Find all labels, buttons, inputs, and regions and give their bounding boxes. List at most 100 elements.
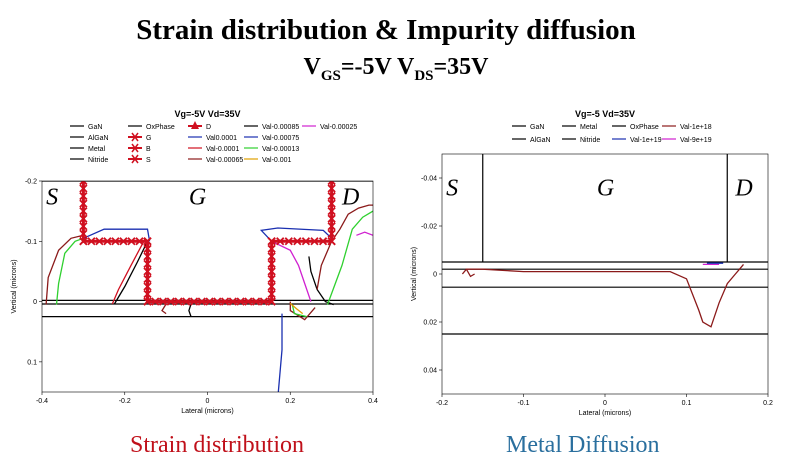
series-Val-1e+18 xyxy=(461,263,744,328)
electrode-marker xyxy=(79,214,88,223)
series-Val0.0001 xyxy=(83,228,151,242)
legend-label: AlGaN xyxy=(88,135,109,142)
electrode-marker xyxy=(310,237,319,246)
legend-label: B xyxy=(146,146,151,153)
electrode-marker xyxy=(143,289,152,299)
electrode-marker xyxy=(79,229,88,238)
x-tick-label: 0.2 xyxy=(285,398,295,405)
legend-entry: Val-0.0001 xyxy=(188,146,239,153)
electrode-marker xyxy=(158,297,168,306)
series-Val-0.0001 xyxy=(111,237,146,305)
y-tick-label: 0 xyxy=(33,299,37,306)
legend-label: Metal xyxy=(580,124,598,131)
electrode-marker xyxy=(79,222,88,231)
region-label-d: D xyxy=(734,176,752,202)
electrode-marker xyxy=(174,297,183,306)
series-Val-0.00065 xyxy=(45,234,84,305)
x-tick-label: 0.1 xyxy=(682,400,692,407)
electrode-marker xyxy=(327,229,336,238)
bias-eq2: =35V xyxy=(433,54,489,80)
slide-title: Strain distribution & Impurity diffusion xyxy=(136,14,636,46)
legend-marker xyxy=(131,154,139,164)
electrode-marker xyxy=(276,237,285,246)
x-tick-label: -0.2 xyxy=(436,400,448,407)
electrode-marker xyxy=(103,237,112,246)
legend-entry: S xyxy=(128,154,151,164)
plot-title: Vg=-5V Vd=35V xyxy=(174,109,240,119)
series-Val-1e+18 xyxy=(465,268,475,278)
electrode-marker xyxy=(267,297,276,306)
bias-gs: GS xyxy=(320,67,341,84)
series-Val-0.00065 xyxy=(289,301,316,321)
electrode-marker xyxy=(259,297,269,306)
legend-entry: Val-0.00025 xyxy=(302,124,357,131)
legend-label: S xyxy=(146,157,151,164)
y-tick-label: 0.1 xyxy=(27,359,37,366)
electrode-marker xyxy=(189,297,199,306)
x-tick-label: -0.2 xyxy=(119,398,131,405)
electrode-marker xyxy=(267,267,276,276)
electrode-marker xyxy=(95,237,104,246)
electrode-marker xyxy=(327,214,336,223)
electrode-marker xyxy=(327,181,336,186)
electrode-marker xyxy=(79,237,88,246)
legend-label: G xyxy=(146,135,151,142)
series-Val-0.00013 xyxy=(55,237,84,305)
legend-label: Val-0.00013 xyxy=(262,146,299,153)
legend-label: D xyxy=(206,124,211,131)
legend-entry: Val-0.00065 xyxy=(188,157,243,164)
y-tick-label: -0.04 xyxy=(421,176,437,183)
legend-entry: Nitride xyxy=(70,157,108,164)
electrode-marker xyxy=(318,237,328,246)
legend-entry: B xyxy=(128,143,151,153)
electrode-marker xyxy=(166,297,175,306)
plot-title: Vg=-5 Vd=35V xyxy=(575,109,635,119)
bias-condition: VGS=-5V VDS=35V xyxy=(0,54,796,85)
electrode-marker xyxy=(267,282,276,291)
legend-entry: Val-9e+19 xyxy=(662,137,712,144)
electrode-marker xyxy=(327,237,336,246)
legend-entry: Metal xyxy=(70,146,106,153)
electrode-marker xyxy=(267,252,276,261)
series-Val-0.00085 xyxy=(188,303,192,317)
legend-entry: AlGaN xyxy=(512,137,551,144)
electrode-marker xyxy=(197,297,206,306)
bias-eq1: =-5V V xyxy=(340,54,415,80)
electrode-marker xyxy=(143,267,152,276)
series-Val-0.00025 xyxy=(356,231,373,236)
electrode-marker xyxy=(79,199,88,208)
legend-marker xyxy=(131,143,139,153)
x-tick-label: 0 xyxy=(603,400,607,407)
electrode-marker xyxy=(236,297,245,306)
electrode-marker xyxy=(143,252,152,261)
y-tick-label: -0.02 xyxy=(421,224,437,231)
y-tick-label: 0 xyxy=(433,272,437,279)
legend-entry: Val-1e+19 xyxy=(612,137,662,144)
legend-label: OxPhase xyxy=(630,124,659,131)
legend-marker xyxy=(191,121,199,129)
legend-entry: Val-0.001 xyxy=(244,157,292,164)
y-axis-title: Vertical (microns) xyxy=(411,247,418,301)
electrode-marker xyxy=(111,237,120,246)
x-tick-label: -0.1 xyxy=(517,400,529,407)
legend-entry: GaN xyxy=(70,124,102,131)
legend-entry: Metal xyxy=(562,124,598,131)
series-Val-0.00013 xyxy=(326,210,373,305)
legend-label: Val-0.00085 xyxy=(262,124,299,131)
electrode-marker xyxy=(327,222,336,231)
electrode-marker xyxy=(143,237,152,246)
legend-label: GaN xyxy=(530,124,544,131)
electrode-marker xyxy=(135,237,144,246)
electrode-marker xyxy=(143,244,152,253)
x-tick-label: 0.4 xyxy=(368,398,378,405)
electrode-marker xyxy=(79,191,88,201)
legend-label: GaN xyxy=(88,124,102,131)
legend-label: Val-0.00065 xyxy=(206,157,243,164)
electrode-marker xyxy=(267,259,276,269)
legend-label: Val-0.00075 xyxy=(262,135,299,142)
legend-entry: Val-1e+18 xyxy=(662,124,712,131)
series-Val-0.00025 xyxy=(271,240,312,302)
legend-label: Val0.0001 xyxy=(206,135,237,142)
electrode-marker xyxy=(327,184,336,193)
electrode-marker xyxy=(213,297,222,306)
